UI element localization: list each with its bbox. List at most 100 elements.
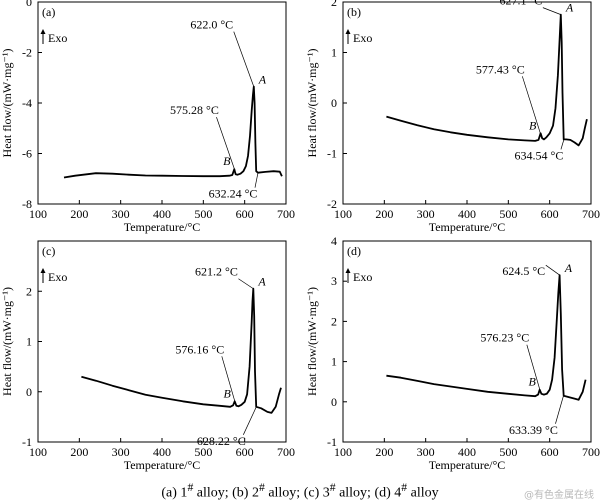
x-tick-label: 700 [277,445,295,459]
callout-leader [216,117,235,170]
temperature-annotation: 575.28 °C [170,103,219,117]
y-tick-label: 0 [331,96,337,110]
y-tick-label: 2 [331,314,337,328]
peak-label-a: A [258,73,267,87]
y-tick-label: -1 [327,435,337,449]
y-tick-label: 1 [331,355,337,369]
y-tick-label: -6 [22,147,32,161]
x-tick-label: 300 [417,207,435,221]
y-tick-label: 3 [331,274,337,288]
y-tick-label: -1 [327,147,337,161]
x-tick-label: 500 [194,445,212,459]
x-tick-label: 400 [153,207,171,221]
temperature-annotation: 622.0 °C [190,18,233,32]
x-tick-label: 600 [236,445,254,459]
figure-caption: (a) 1# alloy; (b) 2# alloy; (c) 3# alloy… [0,481,600,502]
temperature-annotation: 621.2 °C [195,265,238,279]
x-tick-label: 600 [236,207,254,221]
exo-arrow-head [40,29,46,34]
caption-part: alloy; (b) 2 [193,485,259,501]
y-tick-label: 2 [331,0,337,9]
exo-label: Exo [353,31,372,45]
x-tick-label: 400 [458,207,476,221]
exo-arrow-head [345,29,351,34]
peak-label-b: B [528,375,536,389]
x-axis-label: Temperature/°C [429,458,506,472]
chart-panel: 100 200 300 400 500 600 700 -1 0 1 2 3 4 Temperature/… [305,234,600,472]
dsc-curve [386,13,588,147]
panel-label: (b) [347,5,361,19]
x-tick-label: 200 [375,445,393,459]
y-tick-label: 0 [331,395,337,409]
caption-part: (a) 1 [161,485,188,501]
callout-leader [254,172,259,188]
callout-leader [243,406,257,435]
caption-superscript: # [329,481,336,494]
x-tick-label: 100 [334,445,352,459]
y-tick-label: -4 [22,96,32,110]
caption-part: alloy; (c) 3 [264,485,330,501]
temperature-annotation: 628.22 °C [197,434,246,448]
x-tick-label: 200 [375,207,393,221]
temperature-annotation: 577.43 °C [476,62,525,76]
y-axis-label: Heat flow/(mW·mg⁻¹) [0,49,14,158]
x-tick-label: 700 [582,207,600,221]
callout-leader [522,76,541,134]
plot-frame [342,1,592,205]
caption-superscript: # [258,481,265,494]
callout-leader [560,139,565,150]
x-tick-label: 300 [112,445,130,459]
peak-label-a: A [564,261,573,275]
y-tick-label: -8 [22,197,32,211]
watermark: @有色金属在线 [524,490,594,501]
callout-leader [555,395,564,424]
temperature-annotation: 634.54 °C [515,148,564,162]
exo-label: Exo [48,31,67,45]
y-tick-label: -2 [22,46,32,60]
y-tick-label: 1 [331,46,337,60]
chart-panel: 100 200 300 400 500 600 700 -1 0 1 2 Temperature/°C… [0,240,295,472]
caption-superscript: # [401,481,408,494]
peak-label-b: B [223,386,231,400]
y-tick-label: -1 [22,435,32,449]
dsc-curve [63,85,283,179]
exo-label: Exo [353,270,372,284]
y-axis-label: Heat flow/(mW·mg⁻¹) [0,287,14,396]
x-tick-label: 500 [194,207,212,221]
temperature-annotation: 627.1 °C [499,0,542,8]
x-axis-label: Temperature/°C [124,458,201,472]
chart-panel: 100 200 300 400 500 600 700 -2 -1 0 1 2 Temperature/… [305,0,600,234]
dsc-curve [386,274,587,401]
x-axis-label: Temperature/°C [124,220,201,234]
caption-superscript: # [187,481,194,494]
callout-leader [221,356,236,402]
callout-leader [526,344,541,390]
panel-label: (d) [347,244,361,258]
plot-frame [37,240,287,443]
y-tick-label: 2 [26,284,32,298]
callout-leader [545,264,560,276]
x-tick-label: 400 [153,445,171,459]
temperature-annotation: 576.23 °C [480,331,529,345]
y-tick-label: 0 [26,385,32,399]
x-tick-label: 300 [112,207,130,221]
exo-arrow-head [40,268,46,273]
chart-panel: 100 200 300 400 500 600 700 -8 -6 -4 -2 0 Temperatur… [0,0,295,234]
y-axis-label: Heat flow/(mW·mg⁻¹) [305,49,319,158]
caption-part: alloy; (d) 4 [335,485,402,501]
plot-frame [37,1,287,205]
x-tick-label: 500 [499,207,517,221]
y-tick-label: -2 [327,197,337,211]
peak-label-b: B [223,154,231,168]
x-axis-label: Temperature/°C [429,220,506,234]
peak-label-a: A [565,1,574,15]
x-tick-label: 700 [582,445,600,459]
y-tick-label: 4 [331,234,337,248]
dsc-curve [81,287,282,414]
x-tick-label: 600 [541,207,559,221]
x-tick-label: 700 [277,207,295,221]
caption-part: alloy [407,485,439,501]
temperature-annotation: 576.16 °C [175,342,224,356]
panel-label: (a) [42,5,55,19]
